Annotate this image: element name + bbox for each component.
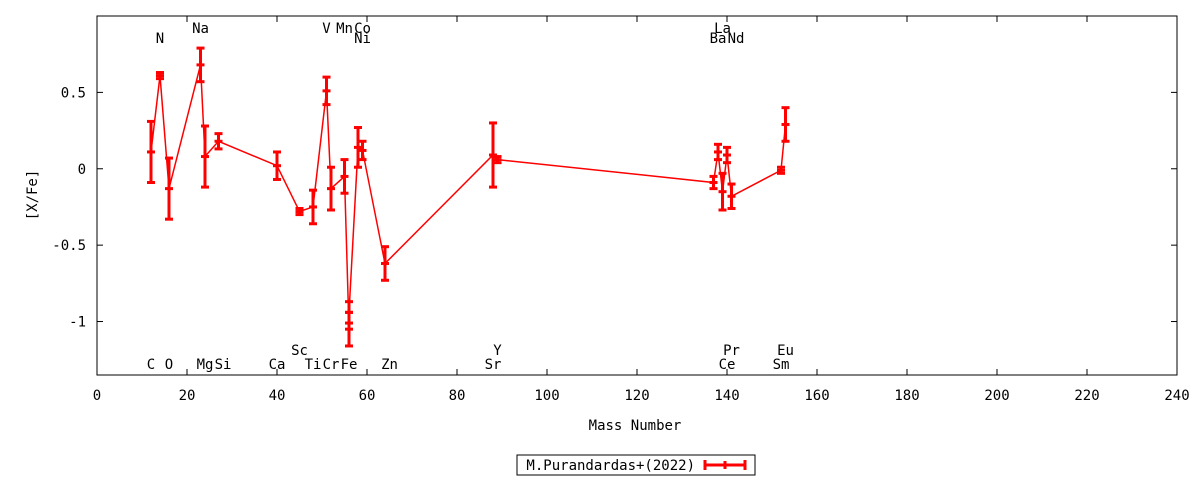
x-tick-label: 0: [93, 388, 101, 404]
element-label-v: V: [322, 21, 331, 37]
data-point: [354, 126, 362, 169]
y-axis-ticks: 0.5 0 -0.5 -1: [52, 85, 1177, 331]
data-point: [489, 121, 497, 189]
data-point: [201, 124, 209, 189]
x-tick-label: 140: [714, 388, 739, 404]
y-tick-label: 0.5: [61, 85, 86, 101]
data-point: [358, 139, 367, 162]
x-tick-label: 240: [1164, 388, 1189, 404]
y-tick-label: -1: [69, 315, 86, 331]
element-label-ni: Ni: [354, 31, 371, 47]
legend-sample: [703, 460, 747, 470]
element-label-cr: Cr: [323, 357, 340, 373]
element-label-ba: Ba: [710, 31, 727, 47]
x-tick-label: 80: [449, 388, 466, 404]
data-point: [309, 188, 317, 226]
data-point: [723, 145, 731, 165]
element-label-co: Co: [354, 21, 371, 37]
x-axis-label: Mass Number: [589, 418, 682, 434]
x-tick-label: 180: [894, 388, 919, 404]
series-line: [150, 64, 787, 330]
data-point: [727, 182, 736, 210]
y-axis-label: [X/Fe]: [25, 170, 41, 221]
x-axis-ticks: 0 20 40 60 80 100 120 140 160 180 200 220 240: [93, 16, 1190, 404]
data-point: [295, 206, 304, 217]
element-label-zn: Zn: [381, 357, 398, 373]
x-tick-label: 40: [269, 388, 286, 404]
data-point: [709, 174, 718, 191]
element-label-ca: Ca: [269, 357, 286, 373]
data-point: [156, 71, 164, 81]
data-point: [714, 142, 722, 162]
x-tick-label: 60: [359, 388, 376, 404]
element-label-ti: Ti: [305, 357, 322, 373]
data-point: [345, 300, 353, 325]
data-point: [165, 156, 173, 221]
element-label-o: O: [165, 357, 173, 373]
plot-frame: [96, 15, 1178, 376]
element-label-pr: Pr: [723, 343, 740, 359]
x-tick-label: 20: [179, 388, 196, 404]
element-labels: C O Mg Si Ca Ti Cr Fe Zn Sr Ce Sm Sc Y Pr Eu Na V Mn Co La N N…: [147, 21, 794, 373]
legend: M.Purandardas+(2022): [516, 454, 756, 476]
data-point: [147, 119, 155, 185]
element-label-fe: Fe: [341, 357, 358, 373]
data-point: [493, 155, 502, 165]
x-tick-label: 160: [804, 388, 829, 404]
legend-box: [516, 454, 756, 476]
legend-label: M.Purandardas+(2022): [526, 458, 695, 474]
element-label-y: Y: [493, 343, 502, 359]
element-label-n: N: [156, 31, 164, 47]
element-label-sc: Sc: [291, 343, 308, 359]
element-label-sr: Sr: [485, 357, 502, 373]
x-tick-label: 200: [984, 388, 1009, 404]
element-label-mg: Mg: [197, 357, 214, 373]
data-point: [214, 132, 223, 151]
data-point: [196, 46, 205, 84]
y-tick-label: 0: [78, 162, 86, 178]
data-point: [273, 150, 281, 181]
x-tick-label: 120: [624, 388, 649, 404]
element-label-ce: Ce: [719, 357, 736, 373]
x-tick-label: 220: [1074, 388, 1099, 404]
element-label-la: La: [714, 21, 731, 37]
element-label-mn: Mn: [336, 21, 353, 37]
element-label-nd: Nd: [728, 31, 745, 47]
data-point: [718, 171, 727, 212]
data-point: [327, 165, 335, 212]
x-tick-label: 100: [534, 388, 559, 404]
data-point: [777, 165, 785, 175]
data-point: [340, 158, 349, 195]
y-tick-label: -0.5: [52, 238, 86, 254]
element-label-si: Si: [215, 357, 232, 373]
element-label-c: C: [147, 357, 155, 373]
data-point: [381, 245, 389, 282]
data-point: [781, 106, 790, 143]
element-label-sm: Sm: [773, 357, 790, 373]
element-label-eu: Eu: [777, 343, 794, 359]
series-layer: [147, 46, 790, 348]
data-point: [322, 75, 331, 107]
element-label-na: Na: [192, 21, 209, 37]
